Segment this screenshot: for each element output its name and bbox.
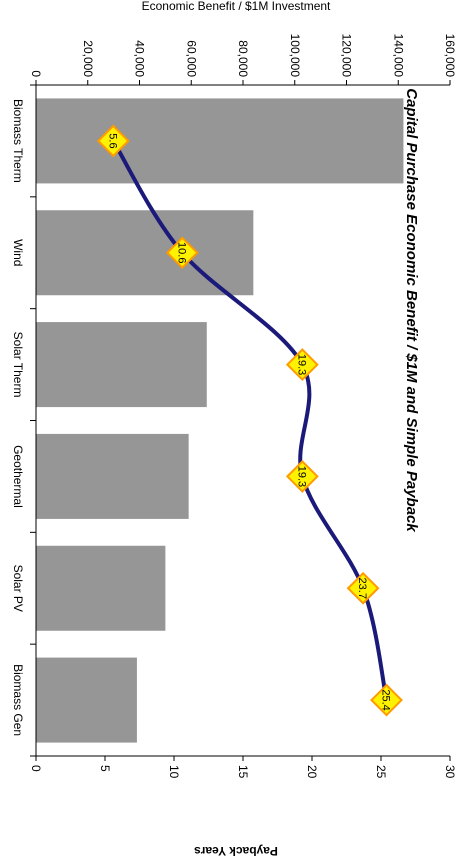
bar-4[interactable]	[36, 545, 166, 631]
secondary-tick-label-4: 20	[305, 765, 319, 779]
bar-3[interactable]	[36, 433, 189, 519]
ticks-layer: 0 20,000 40,000 60,000 80,000 100,000 120,000 1…	[11, 34, 457, 779]
payback-data-label-2: 19.3	[295, 354, 307, 375]
markers-layer: 5.6 10.6 19.3 19.3 23.7 25.4	[96, 124, 403, 717]
payback-marker-1[interactable]	[165, 236, 199, 270]
payback-marker-4[interactable]	[346, 571, 380, 605]
payback-data-label-4: 23.7	[356, 578, 368, 599]
primary-axis-title: Economic Benefit / $1M Investment	[142, 0, 331, 13]
primary-tick-label-5: 100,000	[288, 34, 302, 78]
category-label-1: Wind	[11, 239, 25, 266]
category-label-4: Solar PV	[11, 565, 25, 612]
category-label-5: Biomass Gen	[11, 664, 25, 736]
chart-title: Capital Purchase Economic Benefit / $1M …	[403, 88, 420, 532]
payback-marker-0[interactable]	[96, 124, 130, 158]
category-label-0: Biomass Therm	[11, 99, 25, 183]
bar-1[interactable]	[36, 210, 254, 296]
category-label-2: Solar Therm	[11, 332, 25, 398]
secondary-tick-label-2: 10	[167, 765, 181, 779]
primary-tick-label-8: 160,000	[443, 34, 457, 78]
payback-marker-2[interactable]	[285, 348, 319, 381]
primary-tick-label-3: 60,000	[184, 40, 198, 77]
secondary-tick-label-5: 25	[374, 765, 388, 779]
rotated-chart-group: Capital Purchase Economic Benefit / $1M …	[11, 0, 457, 858]
category-label-3: Geothermal	[11, 445, 25, 508]
secondary-tick-label-3: 15	[236, 765, 250, 779]
payback-data-label-5: 25.4	[380, 689, 392, 710]
primary-tick-label-2: 40,000	[133, 40, 147, 77]
bar-5[interactable]	[36, 657, 137, 743]
primary-tick-label-0: 0	[29, 70, 43, 77]
primary-tick-label-6: 120,000	[340, 34, 354, 78]
bar-2[interactable]	[36, 322, 207, 408]
payback-data-label-0: 5.6	[106, 133, 118, 148]
primary-tick-label-7: 140,000	[391, 34, 405, 78]
bar-0[interactable]	[36, 98, 404, 184]
secondary-tick-label-6: 30	[443, 765, 457, 779]
secondary-axis-title: Payback Years	[194, 844, 278, 857]
payback-data-label-3: 19.3	[295, 466, 307, 487]
primary-tick-label-4: 80,000	[236, 40, 250, 77]
bars-layer	[36, 98, 404, 743]
secondary-tick-label-1: 5	[98, 765, 112, 772]
primary-tick-label-1: 20,000	[81, 40, 95, 77]
secondary-tick-label-0: 0	[29, 765, 43, 772]
payback-marker-3[interactable]	[285, 460, 319, 493]
payback-data-label-1: 10.6	[175, 242, 187, 263]
payback-marker-5[interactable]	[370, 683, 403, 717]
